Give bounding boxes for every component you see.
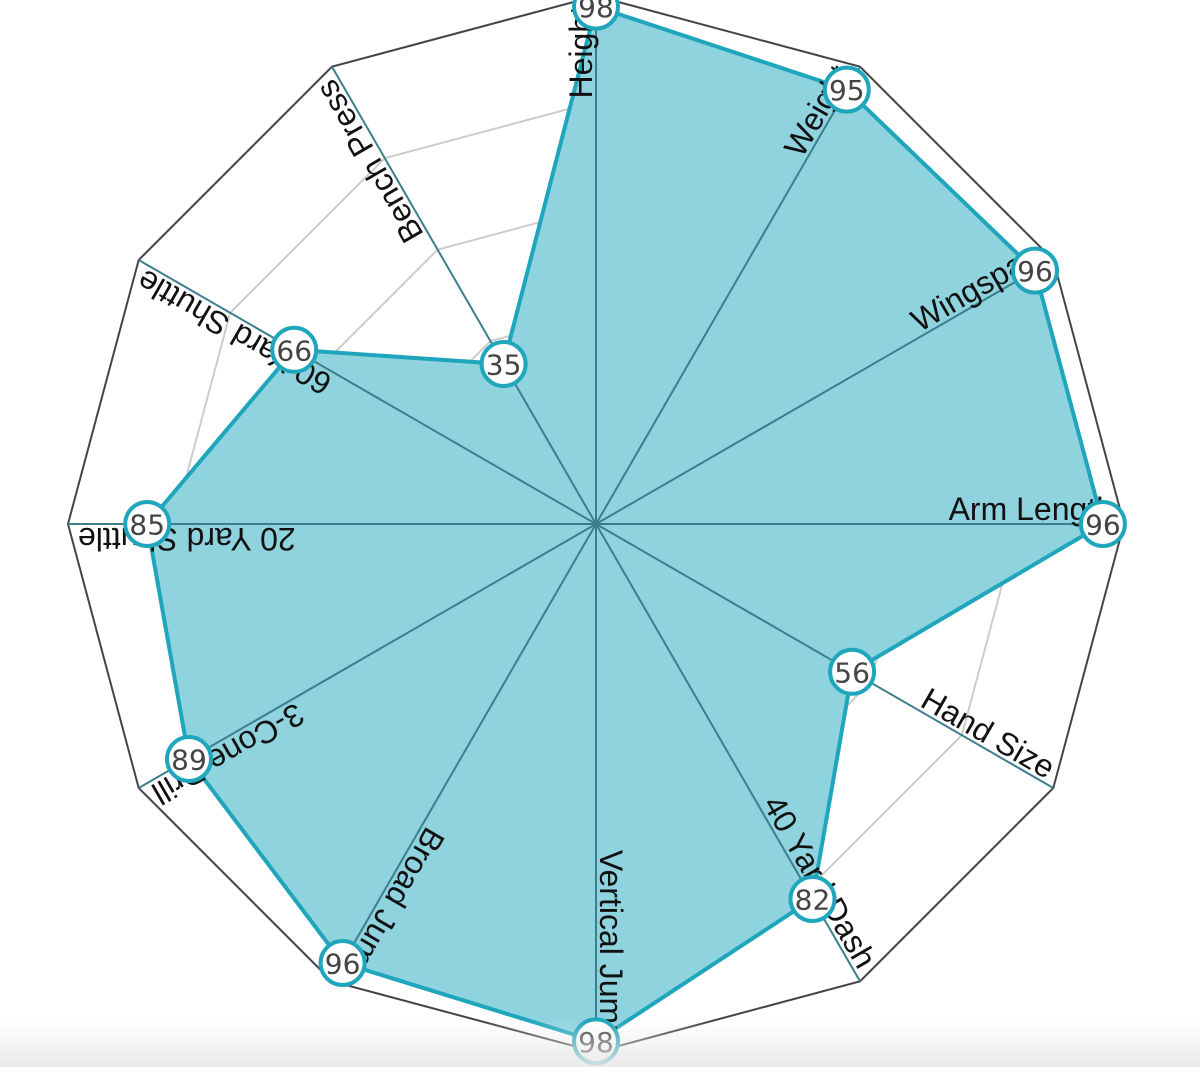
point-marker bbox=[788, 875, 837, 923]
axis-label-20-yard-shuttle: 20 Yard Shuttle bbox=[78, 521, 296, 557]
axis-label-bench-press: Bench Press bbox=[308, 74, 430, 249]
point-value-label: 85 bbox=[129, 509, 165, 542]
point-marker bbox=[828, 647, 877, 696]
point-value-label: 89 bbox=[171, 744, 207, 777]
spoke-broad-jump bbox=[331, 523, 597, 982]
point-value-label: 96 bbox=[1085, 509, 1121, 542]
data-point-20-yard-shuttle: 85 bbox=[123, 500, 172, 548]
axis-label-hand-size: Hand Size bbox=[915, 681, 1061, 786]
point-value-label: 98 bbox=[578, 1026, 614, 1059]
data-point-broad-jump: 96 bbox=[318, 939, 367, 987]
point-marker bbox=[572, 0, 620, 31]
point-value-label: 56 bbox=[834, 656, 870, 689]
point-value-label: 95 bbox=[829, 74, 865, 107]
point-value-label: 96 bbox=[325, 948, 361, 981]
spoke-bench-press bbox=[331, 66, 597, 525]
point-marker bbox=[270, 325, 319, 374]
data-point-weight: 95 bbox=[822, 65, 871, 114]
data-point-vertical-jump: 98 bbox=[572, 1017, 620, 1066]
spoke-hand-size bbox=[595, 523, 1054, 789]
point-marker bbox=[822, 65, 871, 114]
spoke-wingspan bbox=[595, 259, 1054, 525]
data-point-arm-length: 96 bbox=[1078, 500, 1127, 548]
point-marker bbox=[318, 939, 367, 987]
point-value-label: 96 bbox=[1017, 255, 1053, 288]
spoke-3-cone-drill bbox=[138, 523, 597, 789]
point-value-label: 35 bbox=[486, 349, 522, 382]
point-marker bbox=[165, 735, 213, 783]
data-point-height: 98 bbox=[572, 0, 620, 31]
data-point-40-yard-dash: 82 bbox=[788, 875, 837, 923]
data-point-3-cone-drill: 89 bbox=[165, 735, 213, 783]
data-point-bench-press: 35 bbox=[479, 340, 528, 388]
spoke-weight bbox=[595, 66, 861, 525]
data-point-60-yard-shuttle: 66 bbox=[270, 325, 319, 374]
data-point-wingspan: 96 bbox=[1011, 246, 1059, 295]
point-value-label: 66 bbox=[276, 334, 312, 367]
point-value-label: 82 bbox=[795, 884, 831, 917]
point-marker bbox=[1078, 500, 1127, 548]
axis-label-vertical-jump: Vertical Jump bbox=[593, 850, 629, 1042]
point-marker bbox=[123, 500, 172, 548]
point-marker bbox=[479, 340, 528, 388]
point-marker bbox=[1011, 246, 1059, 295]
point-value-label: 98 bbox=[578, 0, 614, 24]
spoke-60-yard-shuttle bbox=[138, 259, 597, 525]
data-point-hand-size: 56 bbox=[828, 647, 877, 696]
